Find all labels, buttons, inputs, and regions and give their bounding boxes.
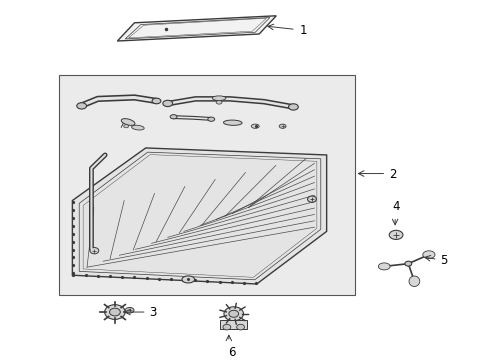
Ellipse shape — [131, 125, 144, 130]
Ellipse shape — [236, 324, 244, 330]
Ellipse shape — [77, 103, 86, 109]
Text: 1: 1 — [299, 24, 306, 37]
Ellipse shape — [224, 307, 243, 321]
Text: 4: 4 — [391, 200, 399, 213]
Ellipse shape — [212, 96, 225, 100]
Bar — [220, 320, 247, 329]
Ellipse shape — [123, 125, 128, 128]
Ellipse shape — [216, 101, 222, 104]
Ellipse shape — [408, 276, 419, 287]
Ellipse shape — [104, 305, 125, 319]
Ellipse shape — [207, 117, 214, 121]
Ellipse shape — [228, 310, 238, 317]
Ellipse shape — [307, 196, 316, 202]
Ellipse shape — [223, 324, 230, 330]
Polygon shape — [72, 148, 326, 284]
Ellipse shape — [170, 114, 177, 119]
Ellipse shape — [90, 248, 99, 254]
Polygon shape — [117, 16, 276, 41]
Ellipse shape — [125, 307, 134, 313]
Ellipse shape — [182, 276, 194, 283]
Text: 6: 6 — [227, 346, 235, 359]
Ellipse shape — [121, 119, 135, 125]
Ellipse shape — [279, 124, 285, 128]
Ellipse shape — [152, 98, 161, 104]
Ellipse shape — [378, 263, 389, 270]
Ellipse shape — [163, 100, 172, 107]
Ellipse shape — [288, 104, 298, 110]
Ellipse shape — [223, 120, 242, 125]
Text: 5: 5 — [439, 254, 447, 267]
Ellipse shape — [388, 230, 402, 239]
Bar — [59, 75, 354, 294]
Ellipse shape — [422, 251, 434, 258]
Text: 3: 3 — [149, 306, 156, 319]
Ellipse shape — [109, 308, 120, 316]
Ellipse shape — [404, 261, 411, 266]
Ellipse shape — [251, 124, 259, 128]
Text: 2: 2 — [388, 168, 395, 181]
